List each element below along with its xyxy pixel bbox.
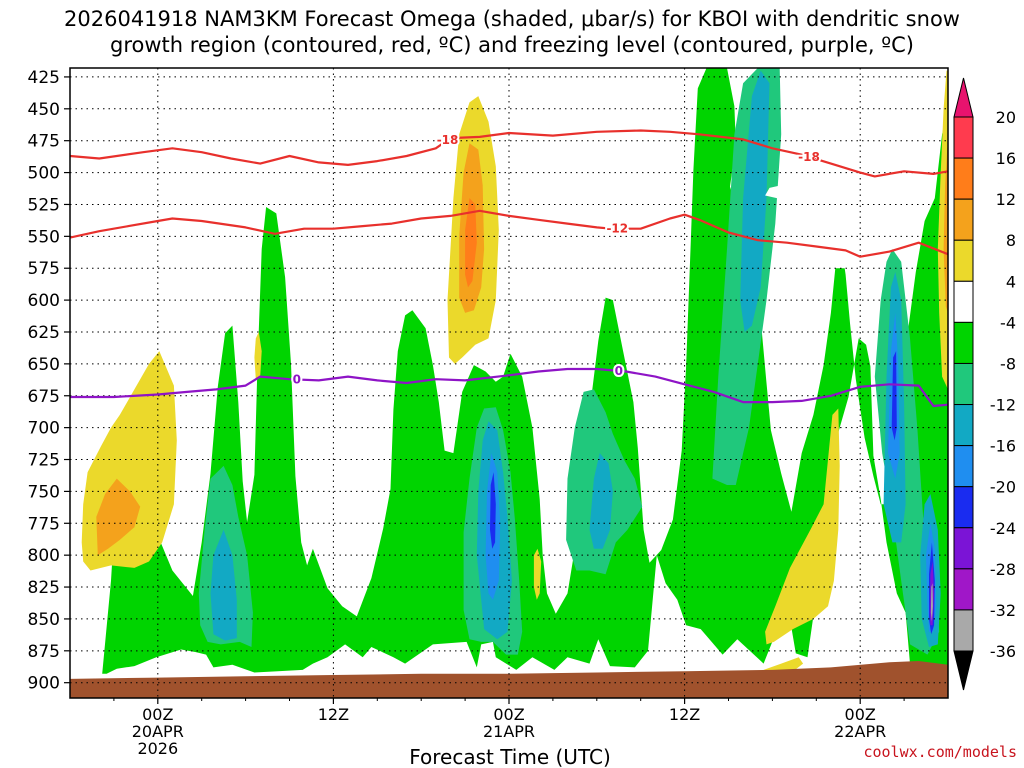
y-tick-label-600: 600: [28, 291, 60, 311]
colorbar-top-arrow: [953, 77, 974, 118]
y-tick-label-475: 475: [28, 132, 60, 152]
colorbar-swatch-0: [953, 116, 974, 159]
x-tick-label-24-1: 21APR: [483, 722, 535, 741]
y-tick-label-675: 675: [28, 387, 60, 407]
colorbar-swatch-4: [953, 280, 974, 323]
y-tick-label-550: 550: [28, 227, 60, 247]
contour-label-1-0: -12: [606, 222, 628, 236]
colorbar-swatch-6: [953, 362, 974, 406]
colorbar: 20 16 12 8 4 -4 -8 -12 -16 -20 -24 -28 -32 -36: [953, 77, 1016, 691]
colorbar-label-5: -4: [1000, 313, 1016, 332]
y-tick-label-525: 525: [28, 195, 60, 215]
y-tick-label-850: 850: [28, 610, 60, 630]
colorbar-label-1: 16: [996, 149, 1016, 168]
contour-0: [70, 129, 948, 178]
x-tick-label-0-1: 20APR: [132, 722, 184, 741]
y-tick-label-425: 425: [28, 68, 60, 88]
colorbar-swatch-10: [953, 527, 974, 570]
y-tick-label-650: 650: [28, 355, 60, 375]
omega-region-26: [254, 332, 262, 380]
contour-2: [70, 367, 948, 408]
contour-label-0-0: -18: [437, 133, 459, 147]
colorbar-label-13: -36: [990, 642, 1016, 661]
omega-region-27: [533, 548, 542, 600]
y-tick-label-450: 450: [28, 100, 60, 120]
colorbar-swatch-9: [953, 486, 974, 529]
y-tick-label-875: 875: [28, 642, 60, 662]
omega-region-24: [465, 198, 477, 288]
colorbar-label-7: -12: [990, 396, 1016, 415]
omega-region-6: [210, 529, 237, 641]
x-tick-label-12-0: 12Z: [318, 705, 349, 724]
y-tick-label-575: 575: [28, 259, 60, 279]
x-tick-label-24-0: 00Z: [493, 705, 524, 724]
colorbar-swatch-5: [953, 321, 974, 364]
y-axis-ticks: 425 450 475 500 525 550 575 600 625 650 675 700 725 7…: [28, 68, 70, 694]
credit-text: coolwx.com/models: [863, 743, 1017, 761]
omega-region-30: [943, 147, 948, 313]
x-tick-label-48-0: 00Z: [845, 705, 876, 724]
colorbar-swatch-12: [953, 609, 974, 652]
x-tick-label-0-2: 2026: [137, 739, 178, 758]
omega-region-21: [96, 478, 141, 556]
colorbar-swatch-3: [953, 239, 974, 282]
colorbar-swatch-2: [953, 198, 974, 241]
y-tick-label-700: 700: [28, 419, 60, 439]
contour-label-2-1: 0: [615, 364, 623, 378]
x-axis-label: Forecast Time (UTC): [409, 745, 611, 768]
colorbar-label-12: -32: [990, 601, 1016, 620]
y-tick-label-500: 500: [28, 164, 60, 184]
colorbar-label-0: 20: [996, 108, 1016, 127]
contour-label-2-0: 0: [293, 372, 301, 386]
omega-region-25: [765, 408, 840, 645]
colorbar-label-2: 12: [996, 190, 1016, 209]
contour-label-0-1: -18: [798, 150, 820, 164]
y-tick-label-825: 825: [28, 578, 60, 598]
omega-region-20: [81, 351, 177, 571]
colorbar-swatch-1: [953, 157, 974, 200]
chart-title-line-2: growth region (contoured, red, ºC) and f…: [110, 33, 914, 57]
omega-region-31: [765, 185, 861, 269]
omega-region-8: [589, 453, 613, 549]
y-tick-label-900: 900: [28, 674, 60, 694]
colorbar-label-10: -24: [990, 519, 1016, 538]
colorbar-swatch-11: [953, 568, 974, 611]
colorbar-label-3: 8: [1006, 231, 1016, 250]
x-tick-label-0-0: 00Z: [142, 705, 173, 724]
y-tick-label-625: 625: [28, 323, 60, 343]
colorbar-label-4: 4: [1006, 272, 1016, 291]
colorbar-label-9: -20: [990, 478, 1016, 497]
chart-title-line-1: 2026041918 NAM3KM Forecast Omega (shaded…: [64, 7, 960, 31]
contour-1: [70, 209, 948, 258]
contour-lines: -18 -18 -12 0 0: [70, 129, 948, 408]
colorbar-label-6: -8: [1000, 354, 1016, 373]
omega-region-11: [740, 70, 770, 332]
omega-region-19: [930, 583, 933, 622]
y-tick-label-725: 725: [28, 451, 60, 471]
colorbar-bottom-arrow: [953, 650, 974, 691]
colorbar-label-11: -28: [990, 560, 1016, 579]
omega-region-29: [937, 70, 948, 390]
y-tick-label-750: 750: [28, 482, 60, 502]
colorbar-swatch-7: [953, 404, 974, 447]
colorbar-swatch-8: [953, 445, 974, 488]
dotted-grid: [70, 68, 948, 698]
colorbar-label-8: -16: [990, 437, 1016, 456]
x-tick-label-36-0: 12Z: [669, 705, 700, 724]
omega-region-16: [891, 351, 897, 441]
y-tick-label-800: 800: [28, 546, 60, 566]
y-tick-label-775: 775: [28, 514, 60, 534]
x-tick-label-48-1: 22APR: [834, 722, 886, 741]
